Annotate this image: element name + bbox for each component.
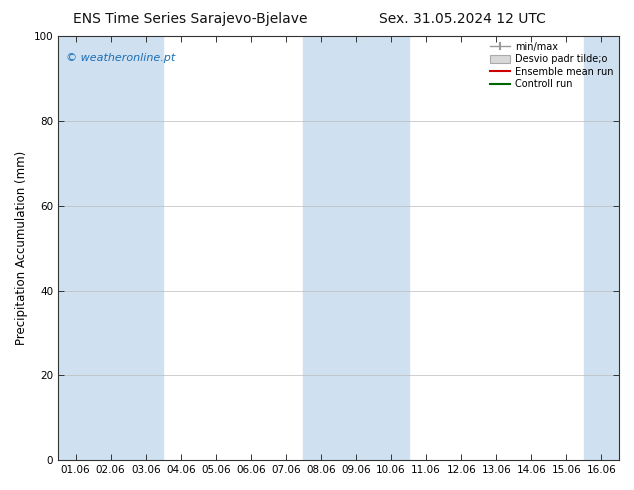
Legend: min/max, Desvio padr tilde;o, Ensemble mean run, Controll run: min/max, Desvio padr tilde;o, Ensemble m… — [486, 38, 617, 93]
Bar — [93, 36, 128, 460]
Text: Sex. 31.05.2024 12 UTC: Sex. 31.05.2024 12 UTC — [379, 12, 547, 26]
Bar — [373, 36, 409, 460]
Bar — [128, 36, 163, 460]
Text: ENS Time Series Sarajevo-Bjelave: ENS Time Series Sarajevo-Bjelave — [73, 12, 307, 26]
Bar — [304, 36, 339, 460]
Bar — [58, 36, 93, 460]
Text: © weatheronline.pt: © weatheronline.pt — [67, 53, 176, 63]
Bar — [584, 36, 619, 460]
Bar — [339, 36, 373, 460]
Y-axis label: Precipitation Accumulation (mm): Precipitation Accumulation (mm) — [15, 151, 28, 345]
